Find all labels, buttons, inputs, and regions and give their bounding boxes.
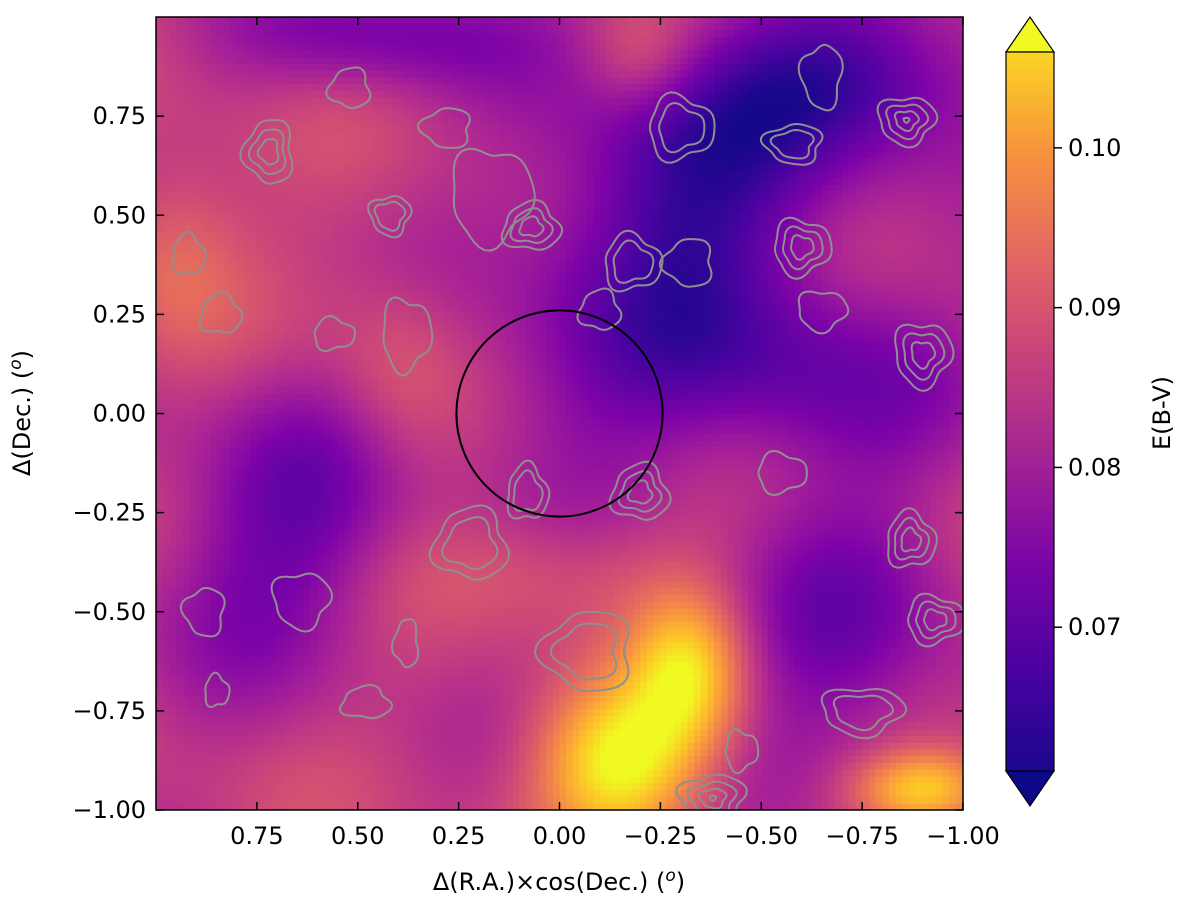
contour-line [876,96,939,149]
contour-line [382,296,434,377]
y-axis-ticks: 0.75 0.50 0.25 0.00 −0.25 −0.50 −0.75 −1.00 [72,102,963,824]
colorbar-label: E(B-V) [1148,376,1176,450]
contour-line [440,516,499,571]
x-axis-label: Δ(R.A.)×cos(Dec.) (o) [433,866,685,896]
contour-line [759,122,824,166]
x-tick-label: −0.50 [724,822,798,850]
heatmap-image [156,17,963,810]
colorbar-tick-label: 0.09 [1068,294,1121,322]
contour-line [832,694,895,732]
colorbar-upper-extend [1004,15,1056,53]
x-tick-label: 0.00 [533,822,586,850]
colorbar-ticks: 0.07 0.08 0.09 0.10 [1054,134,1121,641]
colorbar-tick-label: 0.07 [1068,613,1121,641]
contour-line [604,229,664,293]
contour-line [533,610,630,693]
contour-line [390,618,420,669]
contour-line [902,116,911,124]
contour-line [325,66,372,110]
contour-line [506,459,551,520]
contour-line [902,332,946,381]
contour-line [204,671,231,709]
contour-line [500,198,564,251]
contour-line [608,460,672,521]
colorbar: 0.07 0.08 0.09 0.10 E(B-V) [1004,15,1176,808]
contour-line [769,128,815,160]
contour-line [885,103,930,141]
contour-line [247,128,287,176]
y-tick-label: 0.00 [93,400,146,428]
contour-line [658,238,713,288]
y-tick-label: −0.75 [72,697,146,725]
contour-line [686,780,738,810]
x-tick-label: 0.75 [230,822,283,850]
contour-line [893,110,920,133]
contour-line [428,504,511,581]
y-tick-label: 0.50 [93,201,146,229]
contour-line [773,216,833,280]
contour-line [922,608,948,632]
contour-line [887,507,938,569]
y-tick-label: −1.00 [72,796,146,824]
contour-line [179,586,226,638]
contour-line [757,449,808,497]
contour-line [724,728,760,774]
y-tick-label: −0.25 [72,499,146,527]
y-axis-label: Δ(Dec.) (o) [6,350,36,476]
aperture-circle [455,309,664,518]
contour-line [708,794,718,802]
contour-line [900,526,923,553]
contour-line [648,91,716,164]
contour-line [338,683,394,720]
contour-line [797,290,850,335]
x-tick-label: 0.25 [432,822,485,850]
colorbar-lower-extend [1004,770,1056,808]
y-tick-label: 0.75 [93,102,146,130]
contour-line [626,479,654,505]
x-tick-label: −0.75 [825,822,899,850]
contour-layer [171,43,963,810]
contour-line [256,138,280,166]
contour-line [367,194,413,239]
x-axis-ticks: 0.75 0.50 0.25 0.00 −0.25 −0.50 −0.75 −1.00 [230,17,1000,850]
contour-line [914,600,957,640]
contour-line [452,147,536,252]
contour-line [790,234,815,261]
contour-line [549,622,618,681]
contour-line [797,43,844,112]
colorbar-bar [1005,51,1055,772]
contour-line [612,239,655,284]
contour-line [509,207,554,245]
colorbar-tick-label: 0.10 [1068,134,1121,162]
contour-line [373,200,407,232]
contour-line [781,225,824,271]
contour-line [910,341,937,370]
contour-line [894,323,955,392]
contour-line [697,787,728,810]
y-tick-label: 0.25 [93,300,146,328]
contour-line [576,287,623,331]
x-tick-label: 0.50 [331,822,384,850]
contour-line [239,118,294,185]
contour-line [416,107,471,149]
contour-line [313,314,357,353]
contour-line [198,290,244,334]
contour-line [906,592,963,648]
contour-line [270,572,334,633]
contour-line [518,215,545,238]
contour-line [658,101,706,154]
x-tick-label: −1.00 [926,822,1000,850]
contour-line [893,516,931,561]
contour-line [617,470,663,513]
contour-line [820,687,908,740]
colorbar-tick-label: 0.08 [1068,453,1121,481]
contour-line [675,773,748,810]
contour-line [512,469,544,512]
contour-line [171,230,207,275]
y-tick-label: −0.50 [72,598,146,626]
x-tick-label: −0.25 [624,822,698,850]
